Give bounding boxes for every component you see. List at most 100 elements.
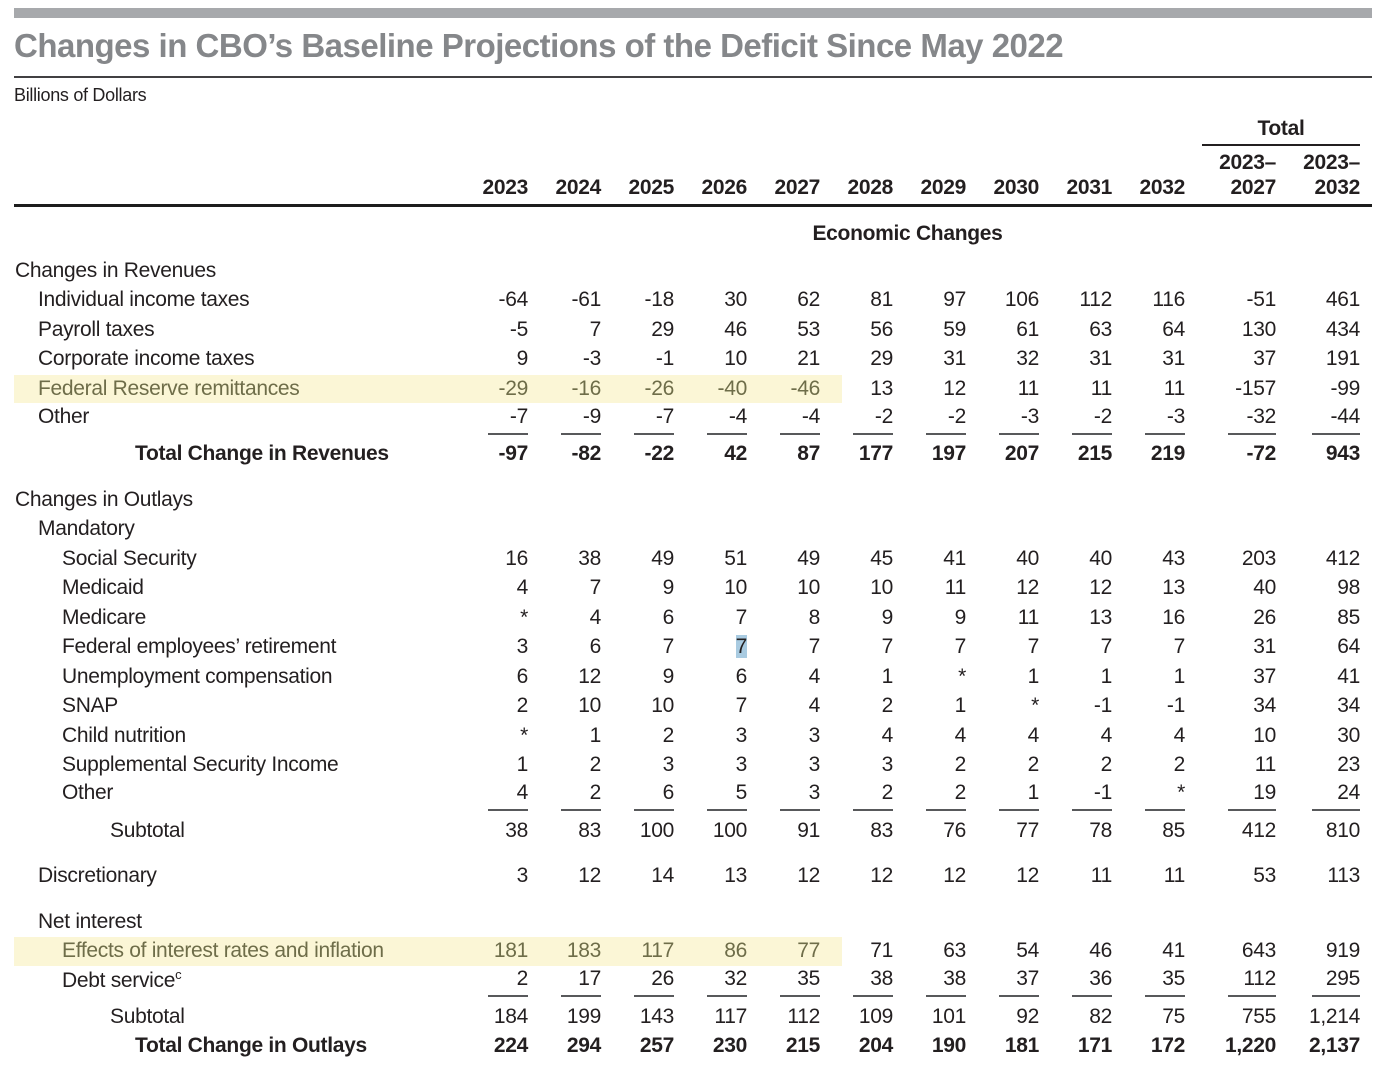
value-cell: 1 — [1173, 664, 1186, 688]
table-row: Other -7 -9 -7 -4 -4 -2 -2 -3 -2 -3 -32 -44 — [14, 404, 1360, 440]
row-label: Individual income taxes — [38, 288, 250, 312]
table-body: Changes in Revenues Individual income tax… — [14, 256, 1360, 1061]
value-cell: 177 — [858, 442, 893, 466]
value-cell: 7 — [735, 694, 748, 718]
value-cell: 919 — [1325, 939, 1360, 963]
value-cell: 82 — [1089, 1004, 1112, 1028]
value-cell: 215 — [785, 1034, 820, 1058]
value-cell: -44 — [1276, 404, 1360, 435]
value-cell: 87 — [797, 442, 820, 466]
sum-line — [561, 809, 601, 811]
value-cell: 203 — [1241, 546, 1276, 570]
value-cell: -157 — [1235, 376, 1276, 400]
value-cell: 9 — [662, 664, 675, 688]
value-cell: -72 — [1246, 442, 1277, 466]
table-row: Other 4 2 6 5 3 2 2 1 -1 * 19 24 — [14, 780, 1360, 816]
value-cell: 755 — [1241, 1004, 1276, 1028]
row-label: Payroll taxes — [38, 317, 155, 341]
table-row: Mandatory — [14, 515, 1360, 545]
col-header-2027: 2027 — [774, 176, 820, 199]
value-cell: 4 — [808, 664, 821, 688]
value-cell: 412 — [1325, 546, 1360, 570]
value-cell: 112 — [1185, 966, 1276, 997]
value-cell: 81 — [870, 288, 893, 312]
value-cell: 12 — [797, 864, 820, 888]
value-cell: 7 — [589, 317, 602, 341]
value-cell: -5 — [509, 317, 528, 341]
value-cell: 40 — [1253, 576, 1276, 600]
value-cell: 3 — [747, 780, 820, 811]
value-cell: 64 — [1337, 635, 1360, 659]
text-selection-highlight: 7 — [735, 635, 747, 659]
value-cell: 11 — [1090, 864, 1113, 888]
value-cell: 97 — [943, 288, 966, 312]
table-row: Debt servicec 2 17 26 32 35 38 38 37 36 35 112 295 — [14, 966, 1360, 1002]
row-label: Subtotal — [110, 1004, 185, 1028]
value-cell: 4 — [1100, 723, 1113, 747]
value-cell: 434 — [1325, 317, 1360, 341]
value-cell: 62 — [797, 288, 820, 312]
table-row: Total Change in Revenues -97 -82 -22 42 87 177… — [14, 440, 1360, 470]
value-cell: 6 — [601, 780, 674, 811]
sum-line — [1145, 809, 1185, 811]
value-cell: 31 — [943, 347, 966, 371]
value-cell: 59 — [943, 317, 966, 341]
col-header-2028: 2028 — [847, 176, 893, 199]
value-cell: 181 — [1004, 1034, 1039, 1058]
table-row: Subtotal 38 83 100 100 91 83 76 77 78 85 412 810 — [14, 816, 1360, 846]
value-cell: * — [958, 664, 966, 688]
value-cell: 643 — [1241, 939, 1276, 963]
value-cell: 31 — [1162, 347, 1185, 371]
row-label: Unemployment compensation — [62, 664, 333, 688]
sum-line — [999, 995, 1039, 997]
value-cell: 12 — [1016, 864, 1039, 888]
value-cell: 7 — [954, 635, 967, 659]
value-cell: 26 — [1253, 605, 1276, 629]
table-row: Total Change in Outlays 224 294 257 230 215 20… — [14, 1032, 1360, 1062]
value-cell: 78 — [1089, 818, 1112, 842]
value-cell: 24 — [1276, 780, 1360, 811]
value-cell: 29 — [870, 347, 893, 371]
value-cell: 77 — [797, 939, 820, 963]
sum-line — [1312, 995, 1360, 997]
value-cell: 49 — [797, 546, 820, 570]
value-cell: 7 — [808, 635, 821, 659]
value-cell: 21 — [797, 347, 820, 371]
row-label: Medicare — [62, 605, 146, 629]
sum-line — [1072, 809, 1112, 811]
row-spacer — [14, 891, 1360, 907]
value-cell: 13 — [1162, 576, 1185, 600]
value-cell: 11 — [1017, 605, 1040, 629]
sum-line — [999, 809, 1039, 811]
value-cell: 219 — [1150, 442, 1185, 466]
value-cell: 181 — [493, 939, 528, 963]
value-cell: -97 — [498, 442, 529, 466]
value-cell: -26 — [644, 376, 675, 400]
value-cell: 41 — [943, 546, 966, 570]
value-cell: 7 — [881, 635, 894, 659]
value-cell: 1 — [954, 694, 967, 718]
value-cell: 9 — [881, 605, 894, 629]
table-row: Social Security 16 38 49 51 49 45 41 40 40 43 203 41… — [14, 544, 1360, 574]
table-row: Supplemental Security Income 1 2 3 3 3 3 2 2 2 2 11… — [14, 751, 1360, 781]
value-cell: 41 — [1337, 664, 1360, 688]
value-cell: -2 — [820, 404, 893, 435]
sum-line — [1072, 432, 1112, 435]
value-cell: 38 — [578, 546, 601, 570]
col-header-2023: 2023 — [482, 176, 528, 199]
row-label: Mandatory — [38, 517, 135, 541]
value-cell: -4 — [747, 404, 820, 435]
value-cell: 38 — [820, 966, 893, 997]
value-cell: 257 — [639, 1034, 674, 1058]
value-cell: -3 — [966, 404, 1039, 435]
row-label: Effects of interest rates and inflation — [62, 939, 384, 963]
row-label: Changes in Outlays — [15, 487, 193, 511]
row-label: Corporate income taxes — [38, 347, 255, 371]
value-cell: -2 — [893, 404, 966, 435]
value-cell: 11 — [1254, 753, 1277, 777]
value-cell: 295 — [1276, 966, 1360, 997]
value-cell: 17 — [528, 966, 601, 997]
value-cell: 13 — [1089, 605, 1112, 629]
value-cell: 31 — [1253, 635, 1276, 659]
